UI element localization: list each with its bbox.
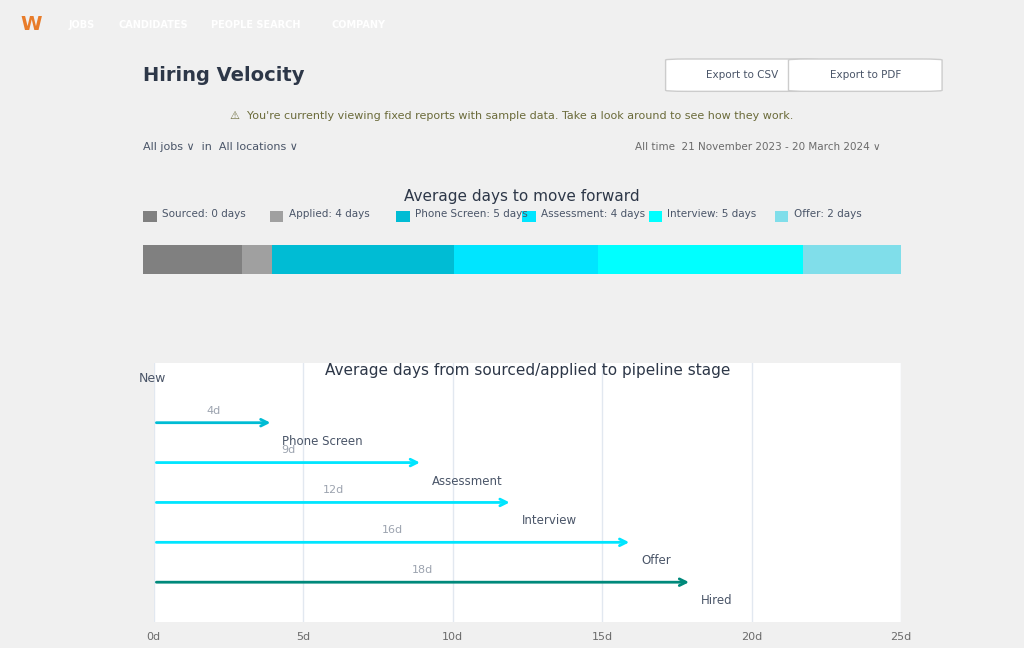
- Text: Export to PDF: Export to PDF: [829, 70, 901, 80]
- Bar: [648, 211, 663, 222]
- Bar: [522, 211, 536, 222]
- Text: Hired: Hired: [700, 594, 732, 607]
- Bar: [269, 211, 284, 222]
- Text: Average days from sourced/applied to pipeline stage: Average days from sourced/applied to pip…: [325, 363, 730, 378]
- Bar: [803, 245, 901, 274]
- Text: Assessment: Assessment: [432, 474, 503, 487]
- Text: Average days to move forward: Average days to move forward: [404, 189, 640, 204]
- Bar: [143, 245, 242, 274]
- Text: Interview: 5 days: Interview: 5 days: [668, 209, 757, 220]
- Text: All time  21 November 2023 - 20 March 2024 ∨: All time 21 November 2023 - 20 March 202…: [635, 143, 881, 152]
- Text: COMPANY: COMPANY: [332, 20, 385, 30]
- FancyBboxPatch shape: [666, 59, 819, 91]
- Text: PEOPLE SEARCH: PEOPLE SEARCH: [211, 20, 301, 30]
- Bar: [272, 245, 454, 274]
- Text: 9d: 9d: [281, 445, 295, 456]
- Text: Phone Screen: 5 days: Phone Screen: 5 days: [415, 209, 527, 220]
- Text: JOBS: JOBS: [69, 20, 95, 30]
- Text: 4d: 4d: [206, 406, 220, 415]
- Text: New: New: [138, 373, 166, 386]
- Text: CANDIDATES: CANDIDATES: [119, 20, 188, 30]
- Text: Hiring Velocity: Hiring Velocity: [143, 65, 305, 85]
- Text: Offer: 2 days: Offer: 2 days: [794, 209, 861, 220]
- Text: Offer: Offer: [641, 554, 671, 567]
- Text: Interview: Interview: [521, 515, 577, 527]
- FancyBboxPatch shape: [788, 59, 942, 91]
- Bar: [598, 245, 803, 274]
- Text: 16d: 16d: [382, 525, 403, 535]
- Bar: [775, 211, 788, 222]
- Text: 12d: 12d: [323, 485, 344, 495]
- Bar: [454, 245, 598, 274]
- Text: W: W: [20, 16, 41, 34]
- Bar: [242, 245, 272, 274]
- Text: Phone Screen: Phone Screen: [283, 435, 362, 448]
- Text: 18d: 18d: [412, 565, 433, 575]
- Bar: [143, 211, 157, 222]
- Text: Sourced: 0 days: Sourced: 0 days: [162, 209, 246, 220]
- Text: Assessment: 4 days: Assessment: 4 days: [541, 209, 645, 220]
- Text: All jobs ∨  in  All locations ∨: All jobs ∨ in All locations ∨: [143, 143, 298, 152]
- Text: Applied: 4 days: Applied: 4 days: [289, 209, 370, 220]
- Text: Export to CSV: Export to CSV: [707, 70, 778, 80]
- Text: ⚠  You're currently viewing fixed reports with sample data. Take a look around t: ⚠ You're currently viewing fixed reports…: [230, 111, 794, 121]
- Bar: [396, 211, 410, 222]
